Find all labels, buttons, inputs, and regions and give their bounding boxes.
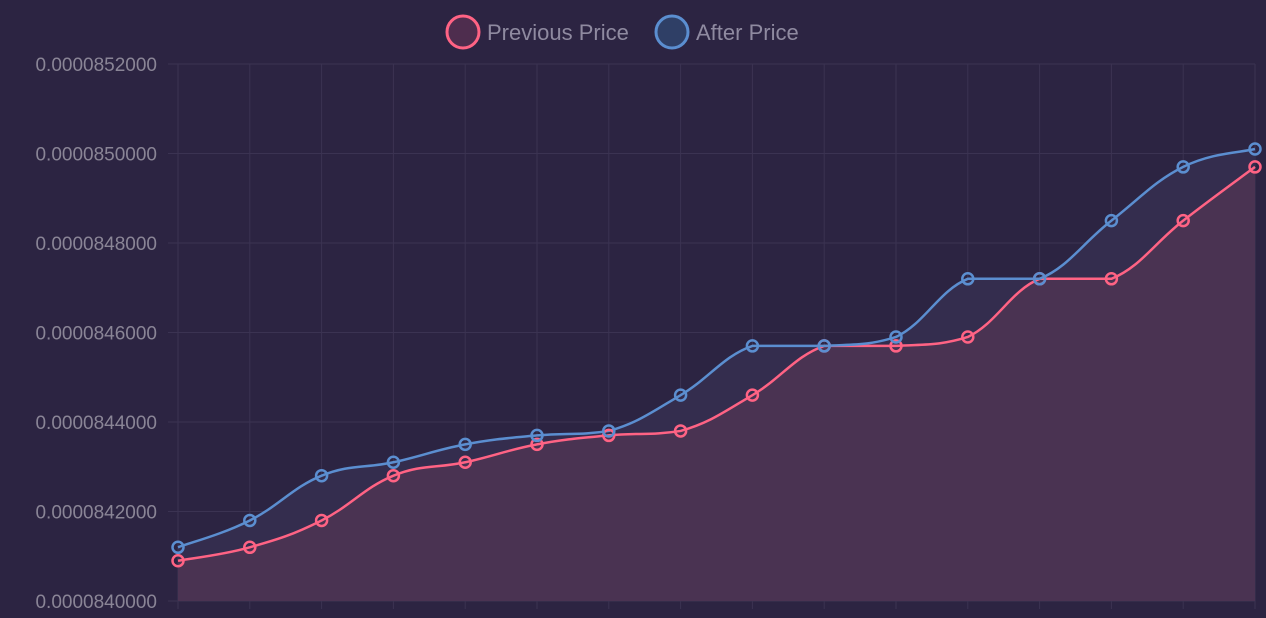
data-point-after-price[interactable] <box>243 513 257 528</box>
y-tick-label: 0.0000848000 <box>35 234 157 255</box>
data-point-previous-price[interactable] <box>602 428 616 443</box>
data-point-previous-price[interactable] <box>530 437 544 452</box>
legend-label-after-price: After Price <box>696 20 799 45</box>
y-tick-label: 0.0000850000 <box>35 145 157 166</box>
data-point-after-price[interactable] <box>961 272 975 286</box>
data-point-after-price[interactable] <box>1176 160 1190 174</box>
data-point-previous-price[interactable] <box>314 513 329 528</box>
legend-item-after-price[interactable]: After Price <box>654 14 799 50</box>
data-point-after-price[interactable] <box>386 455 401 470</box>
data-point-previous-price[interactable] <box>386 468 401 483</box>
data-point-after-price[interactable] <box>602 424 616 438</box>
data-point-after-price[interactable] <box>673 388 688 402</box>
data-points <box>171 142 1262 568</box>
data-point-previous-price[interactable] <box>673 424 688 438</box>
data-point-previous-price[interactable] <box>1104 272 1119 286</box>
legend-swatch-after-price <box>654 14 690 50</box>
legend: Previous Price After Price <box>445 14 799 50</box>
data-point-after-price[interactable] <box>745 339 760 353</box>
data-point-after-price[interactable] <box>530 428 544 443</box>
data-point-after-price[interactable] <box>817 339 831 353</box>
data-point-previous-price[interactable] <box>243 540 257 555</box>
data-point-previous-price[interactable] <box>961 330 975 344</box>
legend-swatch-previous-price <box>445 14 481 50</box>
series-line-previous-price <box>177 165 1256 562</box>
data-point-previous-price[interactable] <box>171 553 185 568</box>
data-point-after-price[interactable] <box>1032 272 1047 286</box>
y-tick-label: 0.0000842000 <box>35 503 157 524</box>
legend-label-previous-price: Previous Price <box>487 20 629 45</box>
legend-item-previous-price[interactable]: Previous Price <box>445 14 629 50</box>
y-tick-label: 0.0000844000 <box>35 413 157 434</box>
area-fill-previous-price <box>178 166 1255 602</box>
series-lines <box>177 147 1256 562</box>
data-point-after-price[interactable] <box>171 540 185 555</box>
data-point-after-price[interactable] <box>458 437 472 452</box>
data-point-previous-price[interactable] <box>1176 213 1190 228</box>
data-point-after-price[interactable] <box>1248 142 1262 156</box>
data-point-previous-price[interactable] <box>889 339 903 353</box>
y-tick-label: 0.0000846000 <box>35 324 157 345</box>
area-fills <box>178 149 1255 602</box>
data-point-after-price[interactable] <box>314 468 329 483</box>
data-point-previous-price[interactable] <box>458 455 472 470</box>
y-axis: 0.0000840000 0.0000842000 0.0000844000 0.00… <box>35 55 157 613</box>
series-line-after-price <box>177 147 1256 549</box>
y-tick-label: 0.0000852000 <box>35 55 157 76</box>
data-point-previous-price[interactable] <box>745 388 760 402</box>
data-point-after-price[interactable] <box>1104 213 1119 228</box>
y-tick-label: 0.0000840000 <box>35 592 157 613</box>
data-point-previous-price[interactable] <box>1248 160 1262 174</box>
data-point-after-price[interactable] <box>889 330 903 344</box>
